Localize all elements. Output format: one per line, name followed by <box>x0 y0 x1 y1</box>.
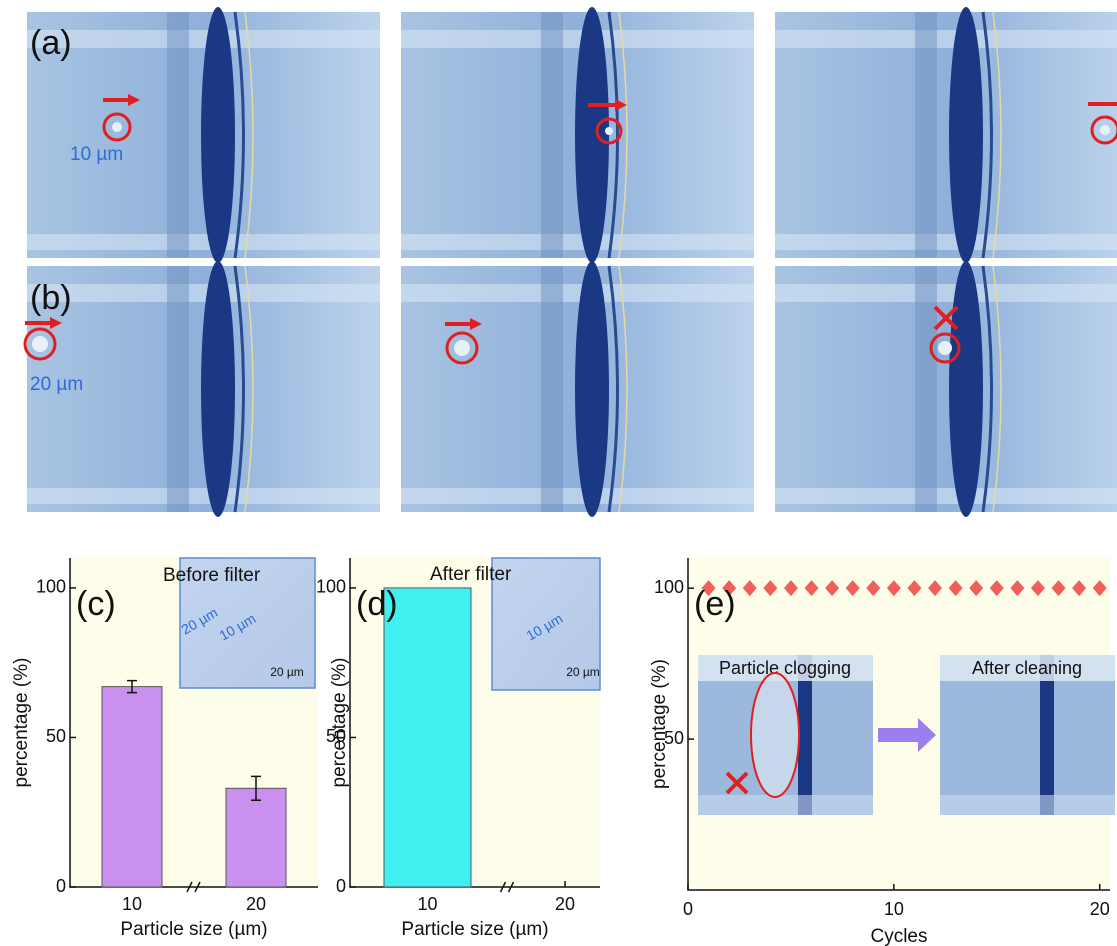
point <box>1092 580 1107 597</box>
point <box>722 580 737 597</box>
y-axis-title: percentage (%) <box>329 658 350 788</box>
y-tick-label: 100 <box>316 577 346 597</box>
inset-label-bg <box>698 655 873 681</box>
bar <box>225 787 287 888</box>
arrow <box>878 718 936 752</box>
point <box>783 580 798 597</box>
inset-label-bg <box>940 655 1115 681</box>
point <box>1010 580 1025 597</box>
x-tick-label: 20 <box>246 894 266 914</box>
point <box>1072 580 1087 597</box>
point <box>804 580 819 597</box>
size-label: 10 µm <box>70 144 123 165</box>
x-axis-title: Particle size (µm) <box>401 919 548 940</box>
inset-label: After cleaning <box>972 658 1082 678</box>
x-tick-label: 20 <box>555 894 575 914</box>
error-bar <box>251 775 261 802</box>
x-tick-label: 0 <box>683 899 693 919</box>
point <box>845 580 860 597</box>
point <box>866 580 881 597</box>
error-bar <box>127 679 137 694</box>
point <box>1030 580 1045 597</box>
micrographs: (a) (b) 10 µm 20 µm <box>23 5 1117 519</box>
y-tick-label: 100 <box>654 577 684 597</box>
panel-label: (c) <box>76 585 116 623</box>
x-axis-title: Cycles <box>870 926 927 946</box>
size-label: 20 µm <box>30 374 83 395</box>
y-tick-label: 0 <box>56 876 66 896</box>
y-tick-label: 50 <box>326 726 346 746</box>
y-axis-title: percentage (%) <box>649 659 670 789</box>
x-axis-title: Particle size (µm) <box>120 919 267 940</box>
clog-mark <box>750 672 800 798</box>
row-label: (a) <box>30 24 72 62</box>
x-tick-label: 10 <box>122 894 142 914</box>
y-tick-label: 50 <box>46 726 66 746</box>
panel-label: (e) <box>694 585 736 623</box>
inset-image <box>179 557 316 689</box>
row-label: (b) <box>30 279 72 317</box>
x-tick-label: 10 <box>884 899 904 919</box>
inset-title: After filter <box>430 564 512 585</box>
inset-label: 20 µm <box>566 665 600 679</box>
inset-title: Before filter <box>163 565 261 586</box>
point <box>969 580 984 597</box>
y-tick-label: 0 <box>336 876 346 896</box>
bar <box>383 587 472 888</box>
point <box>825 580 840 597</box>
x-tick-label: 20 <box>1090 899 1110 919</box>
point <box>928 580 943 597</box>
x-tick-label: 10 <box>417 894 437 914</box>
y-tick-label: 100 <box>36 577 66 597</box>
point <box>948 580 963 597</box>
inset-label: Particle clogging <box>719 658 851 678</box>
y-axis-title: percentage (%) <box>11 658 32 788</box>
point <box>701 580 716 597</box>
panel-label: (d) <box>356 585 398 623</box>
point <box>989 580 1004 597</box>
cross <box>725 771 749 795</box>
axis-break <box>186 881 201 893</box>
inset-image <box>491 557 601 691</box>
axis-break <box>499 881 515 893</box>
bar <box>101 686 163 888</box>
y-tick-label: 50 <box>664 728 684 748</box>
point <box>742 580 757 597</box>
inset-label: 20 µm <box>270 665 304 679</box>
point <box>1051 580 1066 597</box>
point <box>886 580 901 597</box>
point <box>907 580 922 597</box>
point <box>763 580 778 597</box>
